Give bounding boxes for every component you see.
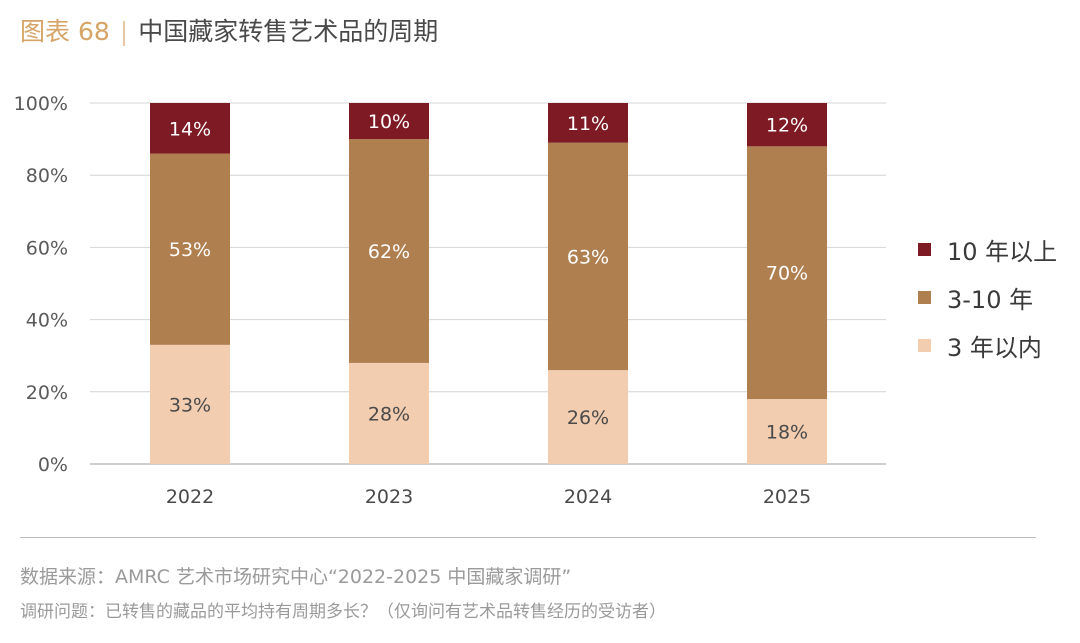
legend-item-under-3-years: 3 年以内 xyxy=(918,321,1057,369)
y-tick-label: 100% xyxy=(14,93,68,115)
bar-segment xyxy=(747,399,827,464)
chart-title: 图表 68 | 中国藏家转售艺术品的周期 xyxy=(20,16,438,48)
legend: 10 年以上 3-10 年 3 年以内 xyxy=(918,225,1057,369)
y-tick-label: 80% xyxy=(26,165,68,187)
figure-number: 图表 68 xyxy=(20,17,110,46)
data-label: 11% xyxy=(567,113,609,135)
legend-swatch-over-10-years xyxy=(918,242,931,256)
bar-segment xyxy=(150,103,230,154)
data-source-note: 数据来源：AMRC 艺术市场研究中心“2022-2025 中国藏家调研” xyxy=(20,566,572,588)
bar-segment xyxy=(150,153,230,345)
bar-segment xyxy=(548,142,628,371)
legend-label: 10 年以上 xyxy=(947,237,1058,266)
legend-item-3-to-10-years: 3-10 年 xyxy=(918,273,1057,321)
data-label: 26% xyxy=(567,407,609,429)
bar-segment xyxy=(548,103,628,143)
x-tick-label: 2022 xyxy=(166,486,214,508)
data-label: 33% xyxy=(169,394,211,416)
bar-segment xyxy=(747,103,827,147)
bar-segment xyxy=(747,146,827,400)
legend-label: 3-10 年 xyxy=(947,285,1034,314)
legend-label: 3 年以内 xyxy=(947,333,1042,362)
y-tick-label: 0% xyxy=(38,454,68,476)
y-tick-label: 40% xyxy=(26,310,68,332)
bar-segment xyxy=(548,370,628,464)
data-label: 14% xyxy=(169,118,211,140)
data-label: 10% xyxy=(368,111,410,133)
data-label: 53% xyxy=(169,239,211,261)
title-separator: | xyxy=(119,17,129,46)
y-tick-label: 60% xyxy=(26,237,68,259)
y-tick-label: 20% xyxy=(26,382,68,404)
data-label: 62% xyxy=(368,241,410,263)
x-tick-label: 2023 xyxy=(365,486,413,508)
footer-divider xyxy=(20,537,1036,538)
data-label: 12% xyxy=(766,115,808,137)
data-label: 70% xyxy=(766,263,808,285)
data-label: 18% xyxy=(766,422,808,444)
x-tick-label: 2025 xyxy=(763,486,811,508)
survey-question-note: 调研问题：已转售的藏品的平均持有周期多长？（仅询问有艺术品转售经历的受访者） xyxy=(20,602,666,622)
title-text: 中国藏家转售艺术品的周期 xyxy=(138,17,439,46)
legend-swatch-under-3-years xyxy=(918,338,931,352)
legend-item-over-10-years: 10 年以上 xyxy=(918,225,1057,273)
bar-segment xyxy=(349,139,429,363)
stacked-bar-chart: 0% 20% 40% 60% 80% 100% 33% 53% 14% 2022 28% 62% 10%… xyxy=(14,93,886,508)
data-label: 28% xyxy=(368,403,410,425)
bar-segment xyxy=(150,344,230,464)
bar-segment xyxy=(349,362,429,464)
data-label: 63% xyxy=(567,246,609,268)
x-tick-label: 2024 xyxy=(564,486,612,508)
legend-swatch-3-to-10-years xyxy=(918,290,931,304)
bar-segment xyxy=(349,103,429,140)
